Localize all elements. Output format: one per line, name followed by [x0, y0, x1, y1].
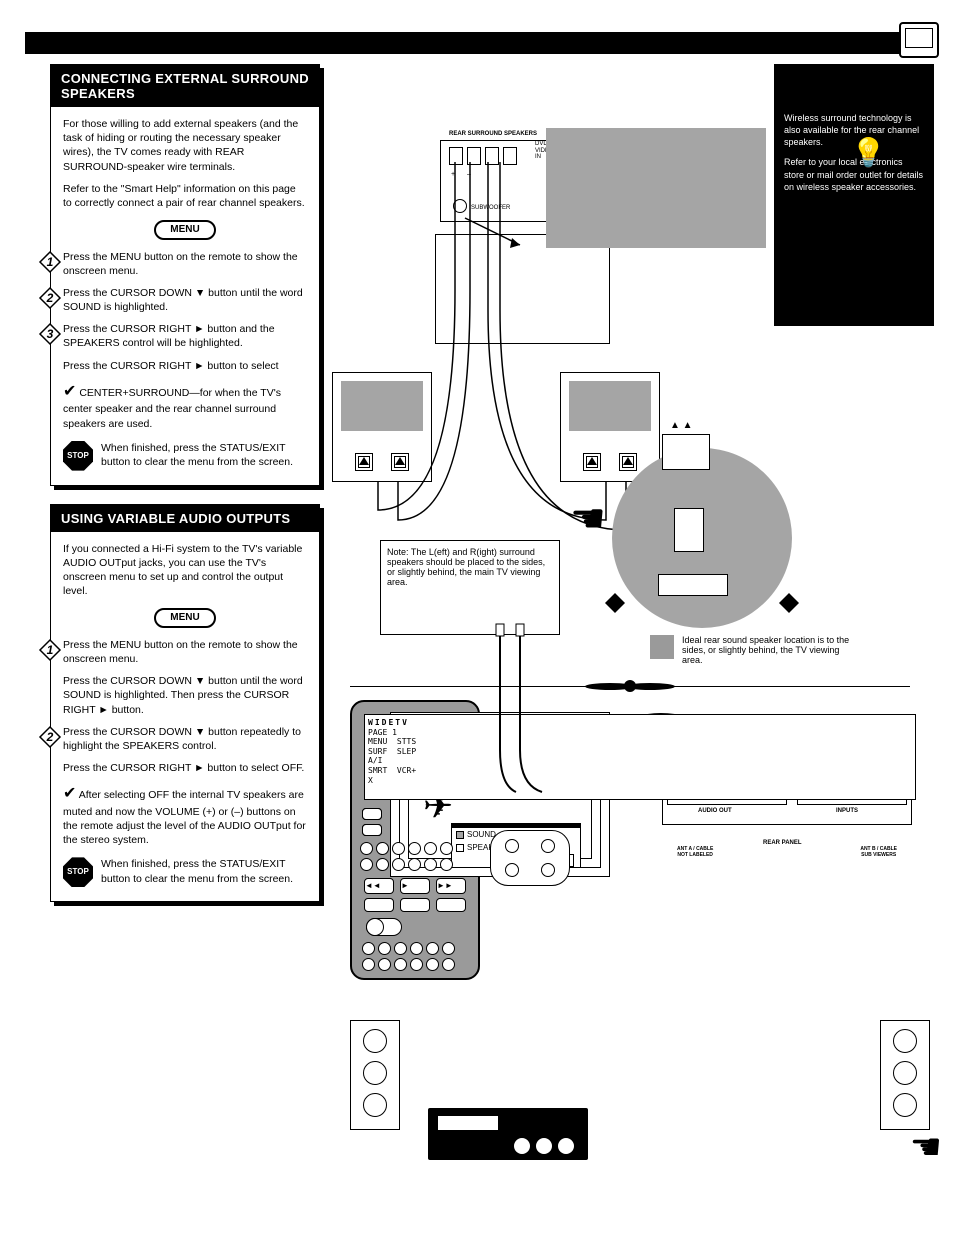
- room-layout-oval: ▲ ▲ ☚: [612, 448, 792, 628]
- ls-term-pos: [355, 453, 373, 471]
- ideal-text: Ideal rear sound speaker location is to …: [682, 635, 852, 665]
- lab-ant-a: ANT A / CABLE NOT LABELED: [677, 846, 713, 858]
- mini-tv-icon: [662, 434, 710, 470]
- step-b1a: Press the MENU button on the remote to s…: [63, 638, 307, 666]
- right-speaker: [560, 372, 660, 482]
- rear-label: REAR SURROUND SPEAKERS: [449, 131, 537, 137]
- smart-tip-panel: Wireless surround technology is also ava…: [774, 64, 934, 326]
- check-icon-b: ✔: [63, 785, 76, 802]
- svg-text:2: 2: [46, 730, 54, 744]
- mini-couch: [658, 574, 728, 596]
- rec-btn: [436, 898, 466, 912]
- audio-cables: [450, 620, 610, 840]
- hand-on-remote-icon: ☚: [910, 1126, 942, 1168]
- step-a1: Press the MENU button on the remote to s…: [63, 250, 307, 278]
- step-a2: Press the CURSOR DOWN ▼ button until the…: [63, 286, 307, 314]
- svg-text:3: 3: [47, 327, 54, 341]
- step-b1-icon: 1: [37, 638, 63, 668]
- amplifier-device: [428, 1108, 588, 1160]
- pause-btn: [400, 898, 430, 912]
- step-a3b: Press the CURSOR RIGHT ► button to selec…: [63, 359, 307, 373]
- step-b2-icon: 2: [37, 725, 63, 755]
- svg-text:2: 2: [46, 291, 54, 305]
- step-3-icon: 3: [37, 322, 63, 352]
- speaker-wiring-diagram: REAR SURROUND SPEAKERS SUBWOOFER + – DVD…: [340, 90, 770, 670]
- lab-audio-out: AUDIO OUT: [698, 808, 732, 814]
- step-b2b: Press the CURSOR RIGHT ► button to selec…: [63, 761, 307, 775]
- svg-text:1: 1: [47, 643, 54, 657]
- remote-keypad: [360, 842, 453, 855]
- jack-4: [503, 147, 517, 165]
- term-neg1: –: [467, 171, 471, 178]
- play-btn: ►: [400, 878, 430, 894]
- panel-b-heading: USING VARIABLE AUDIO OUTPUTS: [51, 505, 319, 532]
- panel-a-intro1: For those willing to add external speake…: [63, 117, 307, 174]
- mini-spk-l: [605, 593, 625, 613]
- ff-btn: ►►: [436, 878, 466, 894]
- lab-rear-panel: REAR PANEL: [763, 840, 802, 846]
- gray-sq: [650, 635, 674, 659]
- check-b: After selecting OFF the internal TV spea…: [63, 789, 306, 846]
- step-a3a: Press the CURSOR RIGHT ► button and the …: [63, 322, 307, 350]
- step-b2a: Press the CURSOR DOWN ▼ button repeatedl…: [63, 725, 307, 753]
- stop-icon-b: STOP: [63, 857, 93, 887]
- lightbulb-icon: [851, 134, 889, 172]
- panel-surround-speakers: CONNECTING EXTERNAL SURROUND SPEAKERS Fo…: [50, 64, 320, 486]
- tv-perspective: [546, 128, 766, 248]
- lab-inputs: INPUTS: [836, 808, 858, 814]
- stop-text-b: When finished, press the STATUS/EXIT but…: [101, 857, 307, 885]
- menu-button-ref-a: MENU: [154, 220, 215, 240]
- stop-btn: [364, 898, 394, 912]
- variable-audio-diagram: ✈ SOUND SPEAKERS OFF VIDEO OUT SA LINK A…: [350, 700, 930, 1160]
- term-pos1: +: [451, 171, 455, 178]
- panel-b-intro: If you connected a Hi-Fi system to the T…: [63, 542, 307, 599]
- amp-right-speaker: [880, 1020, 930, 1130]
- stop-text-a: When finished, press the STATUS/EXIT but…: [101, 441, 307, 469]
- svg-text:1: 1: [47, 255, 54, 269]
- step-b1b: Press the CURSOR DOWN ▼ button until the…: [63, 674, 307, 717]
- ls-front: [341, 381, 423, 431]
- lab-ant-b: ANT B / CABLE SUB VIEWERS: [860, 846, 897, 858]
- note-text: Note: The L(eft) and R(ight) surround sp…: [387, 547, 545, 587]
- step-2-icon: 2: [37, 286, 63, 316]
- panel-variable-audio: USING VARIABLE AUDIO OUTPUTS If you conn…: [50, 504, 320, 903]
- panel-a-heading: CONNECTING EXTERNAL SURROUND SPEAKERS: [51, 65, 319, 107]
- jack-2: [467, 147, 481, 165]
- panel-a-intro2: Refer to the "Smart Help" information on…: [63, 182, 307, 210]
- sub-label: SUBWOOFER: [471, 205, 510, 211]
- section-divider: [350, 680, 910, 694]
- jack-1: [449, 147, 463, 165]
- mini-spk-r: [779, 593, 799, 613]
- amplifier-setup: [350, 980, 630, 1210]
- hand-pointer-icon: ☚: [570, 496, 606, 542]
- title-bar: [25, 32, 935, 54]
- jack-3: [485, 147, 499, 165]
- rs-term-pos: [583, 453, 601, 471]
- check-icon-a: ✔: [63, 383, 76, 400]
- left-speaker: [332, 372, 432, 482]
- tv-corner-icon: [899, 22, 939, 58]
- tv-body-outline: [435, 234, 610, 344]
- remote-lcd: WIDETV PAGE 1 MENU STTS SURF SLEP A/I SM…: [364, 714, 916, 800]
- rew-btn: ◄◄: [364, 878, 394, 894]
- check-a: CENTER+SURROUND—for when the TV's center…: [63, 387, 281, 430]
- subwoofer-jack: [453, 199, 467, 213]
- amp-left-speaker: [350, 1020, 400, 1130]
- ls-term-neg: [391, 453, 409, 471]
- rs-front: [569, 381, 651, 431]
- mini-chair: [674, 508, 704, 552]
- rs-term-neg: [619, 453, 637, 471]
- menu-button-ref-b: MENU: [154, 608, 215, 628]
- terminal-row: [449, 147, 517, 165]
- stop-icon-a: STOP: [63, 441, 93, 471]
- step-1-icon: 1: [37, 250, 63, 280]
